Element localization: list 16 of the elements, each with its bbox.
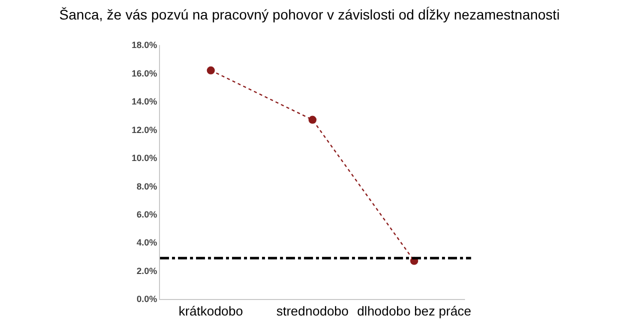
y-tick-label: 12.0% — [132, 124, 158, 135]
y-tick-label: 10.0% — [132, 153, 158, 164]
point — [206, 66, 215, 74]
y-tick-label: 8.0% — [136, 181, 158, 192]
x-tick-label: strednodobo — [276, 304, 349, 319]
x-tick-label: dlhodobo bez práce — [357, 304, 472, 319]
y-tick-label: 14.0% — [132, 96, 158, 107]
y-tick-label: 6.0% — [136, 209, 158, 220]
y-tick-label: 2.0% — [136, 266, 158, 276]
chart-title: Šanca, že vás pozvú na pracovný pohovor v závislosti od dĺžky nezamestnanosti — [59, 6, 560, 23]
y-tick-label: 18.0% — [132, 40, 158, 50]
y-tick-label: 4.0% — [136, 238, 158, 248]
x-tick-label: krátkodobo — [178, 304, 243, 319]
y-tick-label: 16.0% — [132, 68, 158, 78]
point — [308, 116, 316, 124]
y-tick-label: 0.0% — [136, 294, 158, 304]
